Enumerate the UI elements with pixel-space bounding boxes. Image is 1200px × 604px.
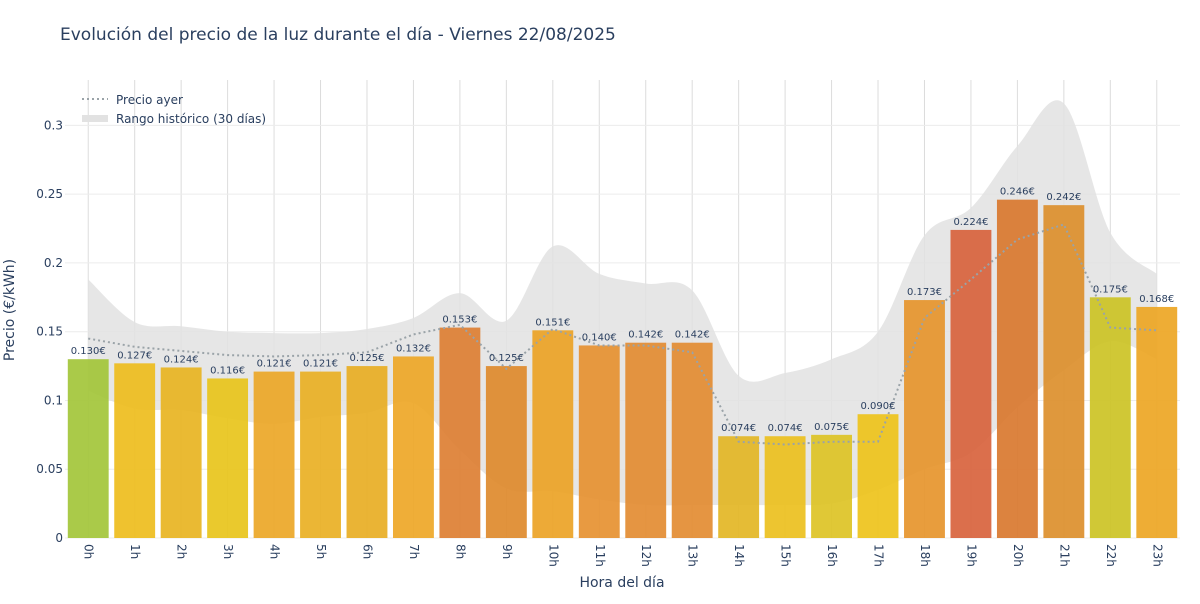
bar-4h	[253, 371, 295, 538]
y-tick-label: 0.15	[36, 325, 63, 339]
bar-20h	[996, 199, 1038, 538]
x-tick-label: 21h	[1057, 544, 1071, 567]
bar-9h	[485, 366, 527, 538]
value-label: 0.175€	[1093, 284, 1128, 295]
y-tick-label: 0	[55, 531, 63, 545]
bar-13h	[671, 342, 713, 538]
legend-entry-yesterday: Precio ayer	[116, 93, 183, 107]
y-tick-label: 0.1	[44, 393, 63, 407]
value-label: 0.116€	[210, 365, 245, 376]
chart-title: Evolución del precio de la luz durante e…	[60, 25, 616, 45]
value-label: 0.125€	[349, 353, 384, 364]
bar-16h	[811, 434, 853, 538]
bar-2h	[160, 367, 202, 538]
value-label: 0.125€	[489, 353, 524, 364]
historical-range-band	[88, 100, 1157, 506]
historical-range-area	[88, 100, 1157, 506]
x-tick-label: 16h	[825, 544, 839, 567]
x-tick-label: 8h	[453, 544, 467, 559]
bar-0h	[67, 359, 109, 538]
x-tick-label: 12h	[639, 544, 653, 567]
value-label: 0.242€	[1046, 192, 1081, 203]
bar-5h	[300, 371, 341, 538]
y-tick-label: 0.25	[36, 187, 63, 201]
y-tick-label: 0.05	[36, 462, 63, 476]
bar-8h	[439, 327, 481, 538]
legend[interactable]: Precio ayer Rango histórico (30 días)	[82, 93, 266, 126]
x-axis-title: Hora del día	[579, 575, 664, 591]
x-tick-label: 15h	[779, 544, 793, 567]
bar-10h	[532, 330, 574, 538]
x-tick-label: 20h	[1011, 544, 1025, 567]
value-label: 0.130€	[71, 346, 106, 357]
value-label: 0.224€	[953, 217, 988, 228]
bar-6h	[346, 366, 388, 538]
value-labels: 0.130€ 0.127€ 0.124€ 0.116€ 0.121€ 0.121€ 0.12…	[71, 187, 1175, 435]
x-tick-label: 9h	[500, 544, 514, 559]
x-tick-label: 2h	[175, 544, 189, 559]
y-axis-title: Precio (€/kWh)	[2, 259, 18, 361]
x-tick-label: 17h	[872, 544, 886, 567]
y-tick-label: 0.2	[44, 256, 63, 270]
value-label: 0.121€	[303, 359, 338, 370]
bar-3h	[207, 378, 249, 538]
x-tick-label: 4h	[268, 544, 282, 559]
bar-14h	[718, 436, 760, 538]
x-tick-label: 23h	[1150, 544, 1164, 567]
x-tick-label: 19h	[964, 544, 978, 567]
x-tick-label: 7h	[407, 544, 421, 559]
value-label: 0.121€	[257, 359, 292, 370]
bar-19h	[950, 229, 992, 539]
x-tick-label: 6h	[360, 544, 374, 559]
legend-band-swatch	[82, 115, 108, 122]
bar-23h	[1136, 306, 1178, 538]
value-label: 0.090€	[861, 401, 896, 412]
bar-15h	[764, 436, 806, 538]
value-label: 0.151€	[535, 317, 570, 328]
value-label: 0.075€	[814, 422, 849, 433]
x-tick-label: 3h	[221, 544, 235, 559]
y-axis: 0 0.05 0.1 0.15 0.2 0.25 0.3	[36, 118, 63, 545]
bar-1h	[114, 363, 156, 538]
value-label: 0.142€	[675, 330, 710, 341]
x-tick-label: 1h	[128, 544, 142, 559]
bar-11h	[578, 345, 620, 538]
bar-17h	[857, 414, 899, 538]
value-label: 0.140€	[582, 332, 617, 343]
x-tick-label: 14h	[732, 544, 746, 567]
value-label: 0.142€	[628, 330, 663, 341]
bar-18h	[904, 300, 945, 538]
value-label: 0.132€	[396, 343, 431, 354]
value-label: 0.153€	[442, 315, 477, 326]
value-label: 0.074€	[768, 423, 803, 434]
value-label: 0.168€	[1139, 294, 1174, 305]
value-label: 0.246€	[1000, 187, 1035, 198]
value-label: 0.173€	[907, 287, 942, 298]
x-tick-label: 5h	[314, 544, 328, 559]
x-tick-label: 0h	[82, 544, 96, 559]
value-label: 0.074€	[721, 423, 756, 434]
x-axis: 0h 1h 2h 3h 4h 5h 6h 7h 8h 9h 10h 11h 12h 13h 14h 15h 16…	[82, 544, 1165, 567]
value-label: 0.124€	[164, 354, 199, 365]
bars	[67, 199, 1178, 539]
legend-entry-range: Rango histórico (30 días)	[116, 112, 266, 126]
bar-21h	[1043, 205, 1085, 538]
value-label: 0.127€	[117, 350, 152, 361]
bar-22h	[1089, 297, 1131, 538]
x-tick-label: 22h	[1104, 544, 1118, 567]
y-tick-label: 0.3	[44, 118, 63, 132]
x-tick-label: 10h	[546, 544, 560, 567]
bar-7h	[392, 356, 434, 538]
x-tick-label: 13h	[686, 544, 700, 567]
x-tick-label: 18h	[918, 544, 932, 567]
bar-12h	[625, 342, 667, 538]
x-tick-label: 11h	[593, 544, 607, 567]
